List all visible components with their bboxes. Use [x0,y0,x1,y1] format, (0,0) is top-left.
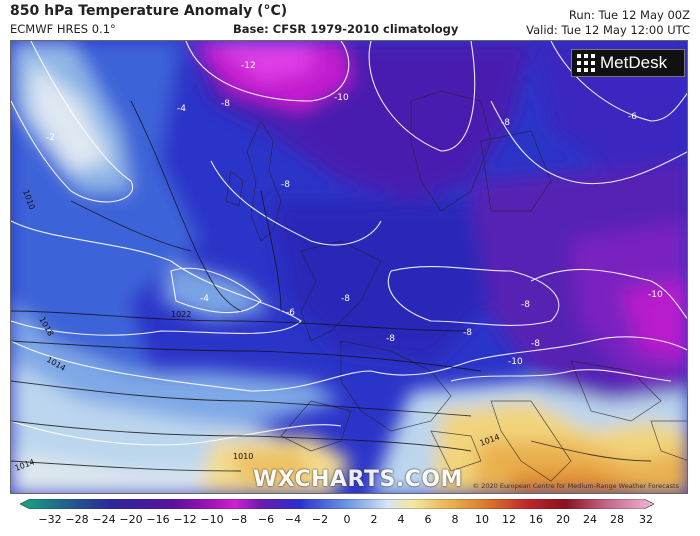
temp-label: -8 [341,294,350,304]
map-canvas: -12 -10 -8 -8 -6 -4 -2 -8 -8 -4 -6 -8 -8… [11,41,687,493]
valid-time: Valid: Tue 12 May 12:00 UTC [526,23,690,37]
temp-label: -6 [628,112,637,122]
temp-label: -8 [463,328,472,338]
anomaly-contours [11,41,687,446]
temp-label: -6 [286,308,295,318]
colorbar-tick: −28 [65,513,89,526]
colorbar-tick: 2 [370,513,378,526]
temp-label: -8 [531,339,540,349]
chart-header: 850 hPa Temperature Anomaly (°C) ECMWF H… [0,0,700,40]
run-time: Run: Tue 12 May 00Z [568,8,690,22]
colorbar-tick: 12 [502,513,516,526]
model-name: ECMWF HRES 0.1° [10,22,116,36]
logo-text: MetDesk [600,53,668,72]
temp-label: -4 [200,294,209,304]
temp-label: -8 [501,118,510,128]
anomaly-field [11,41,687,493]
temp-label: -8 [281,180,290,190]
temperature-labels: -12 -10 -8 -8 -6 -4 -2 -8 -8 -4 -6 -8 -8… [46,61,663,367]
isobar-label: 1010 [233,452,253,461]
colorbar-tick: 28 [610,513,624,526]
colorbar-tick: −32 [38,513,62,526]
isobar-label: 1022 [171,310,191,319]
anomaly-map[interactable]: -12 -10 -8 -8 -6 -4 -2 -8 -8 -4 -6 -8 -8… [10,40,688,494]
colorbar-tick: 8 [451,513,459,526]
colorbar-tick: 32 [639,513,653,526]
map-title: 850 hPa Temperature Anomaly (°C) [10,3,288,19]
color-scale: −32 −28 −24 −20 −16 −12 −10 −8 −6 −4 −2 … [14,499,686,533]
colorbar-tick: −6 [257,513,275,526]
colorbar-tick: −24 [92,513,116,526]
data-credit: © 2020 European Centre for Medium-Range … [472,482,679,490]
site-watermark: WXCHARTS.COM [253,467,463,492]
climatology-base: Base: CFSR 1979-2010 climatology [233,22,459,36]
colorbar-tick: 0 [343,513,351,526]
colorbar-tick: 6 [424,513,432,526]
temp-label: -12 [241,61,256,71]
colorbar-tick: 4 [397,513,405,526]
colorbar-tick: 16 [529,513,543,526]
colorbar-ticks: −32 −28 −24 −20 −16 −12 −10 −8 −6 −4 −2 … [14,513,686,531]
temp-label: -10 [648,290,663,300]
temp-label: -10 [508,357,523,367]
colorbar-tick: −10 [200,513,224,526]
temp-label: -10 [334,93,349,103]
coastlines [225,90,687,482]
temp-label: -4 [177,104,186,114]
colorbar-tick: −16 [146,513,170,526]
isobars [11,100,652,472]
colorbar-tick: 20 [556,513,570,526]
colorbar-gradient [20,499,654,509]
colorbar-tick: −12 [173,513,197,526]
metdesk-logo-icon [577,54,595,72]
colorbar-tick: −2 [311,513,329,526]
colorbar-tick: −8 [230,513,248,526]
metdesk-logo: MetDesk [571,49,685,77]
temp-label: -8 [521,300,530,310]
colorbar-tick: 10 [475,513,489,526]
colorbar-tick: −4 [284,513,302,526]
temp-label: -2 [46,133,55,143]
colorbar-tick: −20 [119,513,143,526]
colorbar-tick: 24 [583,513,597,526]
temp-label: -8 [221,99,230,109]
temp-label: -8 [386,334,395,344]
